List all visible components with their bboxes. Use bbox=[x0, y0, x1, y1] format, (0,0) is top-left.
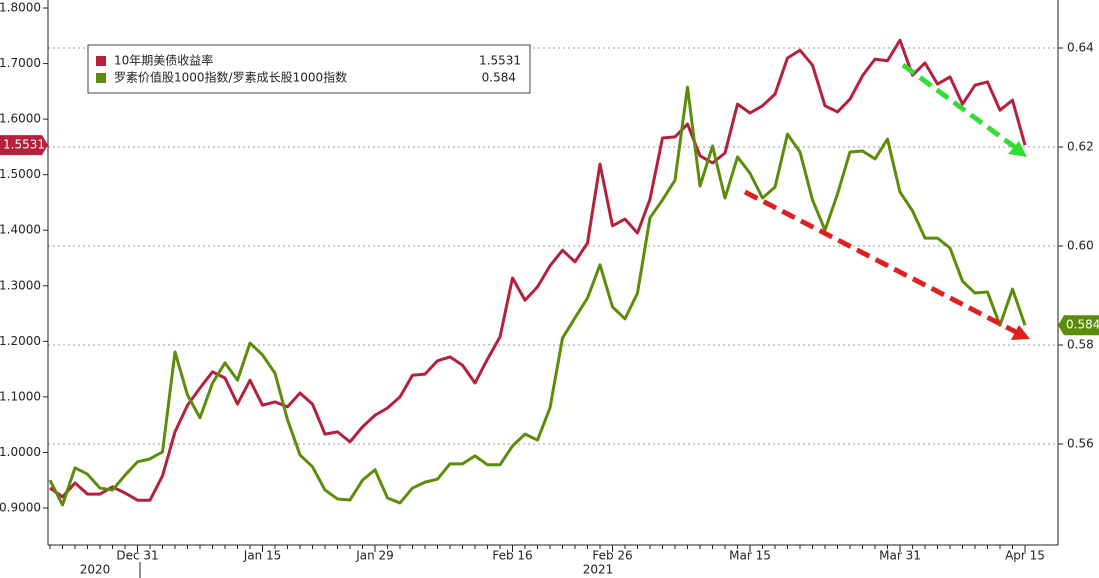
line-series bbox=[49, 38, 1027, 502]
legend: 10年期美债收益率 1.5531 罗素价值股1000指数/罗素成长股1000指数… bbox=[87, 44, 531, 94]
y2-tick-label: 0.56 bbox=[1067, 437, 1094, 451]
x-tick-label: Dec 31 bbox=[116, 549, 158, 563]
x-tick-label: Mar 31 bbox=[879, 549, 921, 563]
y-tick-label: 1.4000 bbox=[0, 223, 41, 237]
last-value-tags: 1.5531 0.584 bbox=[0, 135, 1099, 336]
red-arrow bbox=[743, 189, 1018, 335]
y2-tick-label: 0.58 bbox=[1067, 338, 1094, 352]
y-tick-label: 1.1000 bbox=[0, 389, 41, 403]
legend-value: 1.5531 bbox=[479, 54, 521, 68]
annotation-arrows bbox=[743, 62, 1030, 340]
y-tick-label: 1.2000 bbox=[0, 334, 41, 348]
y-tick-label: 1.0000 bbox=[0, 445, 41, 459]
x-tick-label: Feb 16 bbox=[492, 549, 532, 563]
legend-swatch bbox=[96, 73, 106, 83]
red-arrow-head bbox=[1011, 325, 1030, 340]
plot bbox=[48, 38, 1027, 507]
last-value-label: 1.5531 bbox=[3, 138, 45, 152]
y2-tick-label: 0.64 bbox=[1067, 41, 1094, 55]
x-tick-label: Feb 26 bbox=[592, 549, 632, 563]
legend-value: 0.584 bbox=[482, 71, 516, 85]
y-tick-label: 1.7000 bbox=[0, 56, 41, 70]
last-value-label: 0.584 bbox=[1066, 318, 1099, 332]
y-tick-label: 1.8000 bbox=[0, 1, 41, 15]
y-tick-label: 0.9000 bbox=[0, 501, 41, 515]
green-arrow bbox=[901, 62, 1018, 151]
legend-swatch bbox=[96, 56, 106, 66]
green-arrow-head bbox=[1008, 141, 1027, 157]
x-tick-label: Apr 15 bbox=[1005, 549, 1045, 563]
line-series bbox=[48, 85, 1027, 507]
x-year-label: 2021 bbox=[583, 563, 614, 577]
y-tick-label: 1.6000 bbox=[0, 112, 41, 126]
x-tick-label: Jan 15 bbox=[243, 549, 282, 563]
legend-box bbox=[87, 44, 531, 94]
y2-tick-label: 0.62 bbox=[1067, 140, 1094, 154]
y-tick-label: 1.5000 bbox=[0, 167, 41, 181]
last-value-tag bbox=[0, 135, 48, 156]
legend-label: 10年期美债收益率 bbox=[114, 53, 213, 68]
legend-label: 罗素价值股1000指数/罗素成长股1000指数 bbox=[114, 70, 347, 85]
x-tick-label: Jan 29 bbox=[355, 549, 394, 563]
y-tick-label: 1.3000 bbox=[0, 278, 41, 292]
last-value-tag bbox=[1058, 315, 1099, 336]
y2-tick-label: 0.60 bbox=[1067, 239, 1094, 253]
x-tick-label: Mar 15 bbox=[729, 549, 771, 563]
x-year-label: 2020 bbox=[80, 563, 111, 577]
